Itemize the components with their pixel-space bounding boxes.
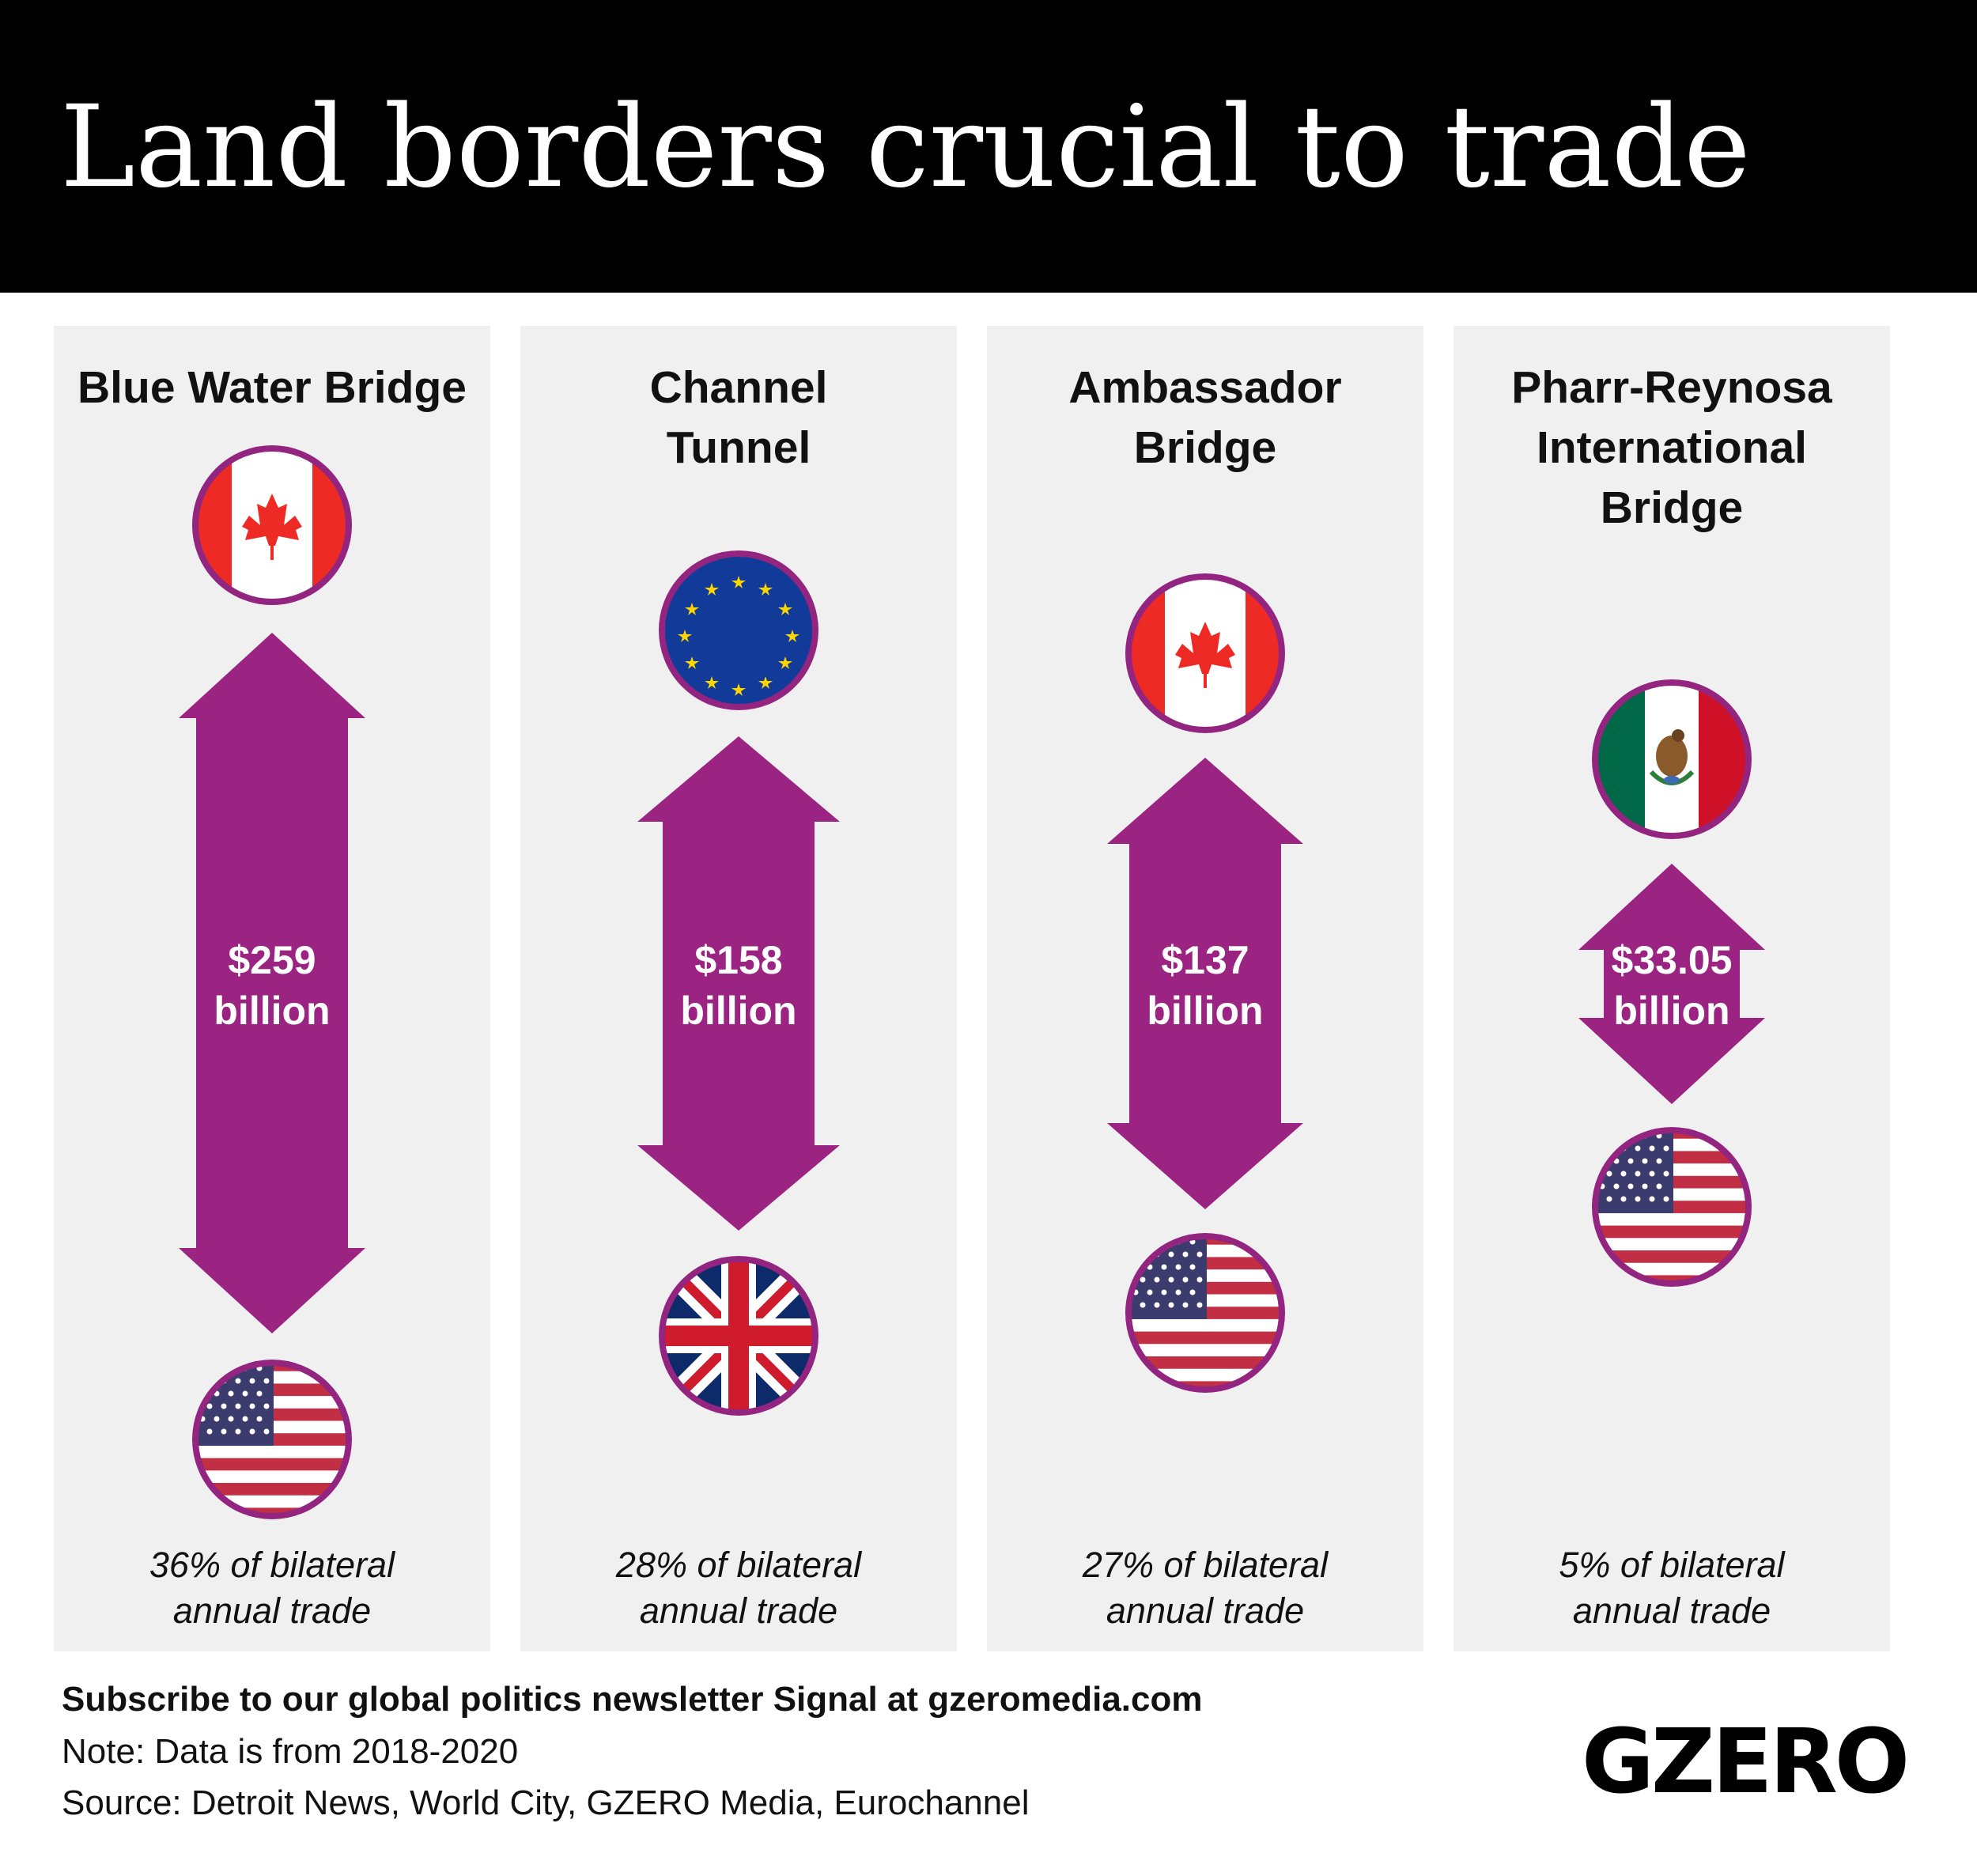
trade-arrow-shape xyxy=(179,633,365,1333)
trade-value: $33.05 xyxy=(1611,938,1733,982)
panel-title-line: International xyxy=(1536,422,1808,473)
header-bar: Land borders crucial to trade xyxy=(0,0,1977,293)
trade-unit: billion xyxy=(680,989,797,1033)
uk-flag-icon xyxy=(659,1256,818,1416)
panel-title-line: Ambassador xyxy=(1068,362,1342,413)
trade-value: $259 xyxy=(228,938,316,982)
trade-share-line: 27% of bilateral xyxy=(1082,1545,1329,1585)
panel-title-line: Bridge xyxy=(1600,482,1744,533)
us-flag-icon xyxy=(192,1360,352,1519)
panel-pharr-reynosa-bridge: Pharr-Reynosa International Bridge $33.0… xyxy=(1453,326,1890,1651)
us-flag-icon xyxy=(1125,1233,1285,1393)
trade-share-line: annual trade xyxy=(1106,1590,1305,1631)
panel-title: Channel Tunnel xyxy=(520,357,957,478)
trade-share-line: 28% of bilateral xyxy=(615,1545,862,1585)
trade-share-line: 36% of bilateral xyxy=(149,1545,395,1585)
mexico-flag-icon xyxy=(1592,679,1752,839)
trade-arrow-shape xyxy=(1578,864,1765,1104)
panel-title-line: Channel xyxy=(649,362,828,413)
trade-share-text: 36% of bilateral annual trade xyxy=(54,1542,490,1634)
panel-title-line: Bridge xyxy=(1133,422,1277,473)
panel-title-line: Tunnel xyxy=(666,422,811,473)
trade-share-line: annual trade xyxy=(639,1590,838,1631)
gzero-logo: GZERO xyxy=(1582,1711,1910,1814)
trade-share-line: 5% of bilateral xyxy=(1559,1545,1785,1585)
trade-value-label: $259 billion xyxy=(54,935,490,1036)
trade-value-label: $158 billion xyxy=(520,935,957,1036)
trade-share-line: annual trade xyxy=(172,1590,372,1631)
panel-blue-water-bridge: Blue Water Bridge $259 billion xyxy=(54,326,490,1651)
panel-title: Blue Water Bridge xyxy=(54,357,490,418)
page-title: Land borders crucial to trade xyxy=(60,81,1751,213)
subscribe-text: Subscribe to our global politics newslet… xyxy=(62,1680,1203,1719)
panel-ambassador-bridge: Ambassador Bridge $137 billion xyxy=(987,326,1423,1651)
trade-share-text: 27% of bilateral annual trade xyxy=(987,1542,1423,1634)
trade-unit: billion xyxy=(1613,989,1730,1033)
trade-unit: billion xyxy=(214,989,331,1033)
trade-value: $158 xyxy=(694,938,783,982)
trade-arrow xyxy=(179,633,365,1333)
trade-arrow xyxy=(1578,864,1765,1104)
eu-flag-icon xyxy=(659,550,818,710)
trade-arrow-shape xyxy=(637,736,840,1231)
trade-arrow xyxy=(637,736,840,1231)
us-flag-icon xyxy=(1592,1127,1752,1287)
trade-share-text: 28% of bilateral annual trade xyxy=(520,1542,957,1634)
canada-flag-icon xyxy=(192,445,352,605)
source-text: Source: Detroit News, World City, GZERO … xyxy=(62,1783,1030,1822)
panel-channel-tunnel: Channel Tunnel $158 xyxy=(520,326,957,1651)
panel-title: Ambassador Bridge xyxy=(987,357,1423,478)
panel-title-line: Blue Water Bridge xyxy=(77,362,467,413)
panel-title-line: Pharr-Reynosa xyxy=(1511,362,1832,413)
trade-share-line: annual trade xyxy=(1572,1590,1771,1631)
trade-unit: billion xyxy=(1147,989,1264,1033)
trade-value-label: $33.05 billion xyxy=(1453,935,1890,1036)
trade-value: $137 xyxy=(1161,938,1249,982)
trade-arrow-shape xyxy=(1107,758,1303,1209)
canada-flag-icon xyxy=(1125,573,1285,733)
trade-arrow xyxy=(1107,758,1303,1209)
trade-share-text: 5% of bilateral annual trade xyxy=(1453,1542,1890,1634)
data-note: Note: Data is from 2018-2020 xyxy=(62,1732,519,1771)
panel-title: Pharr-Reynosa International Bridge xyxy=(1453,357,1890,538)
trade-value-label: $137 billion xyxy=(987,935,1423,1036)
